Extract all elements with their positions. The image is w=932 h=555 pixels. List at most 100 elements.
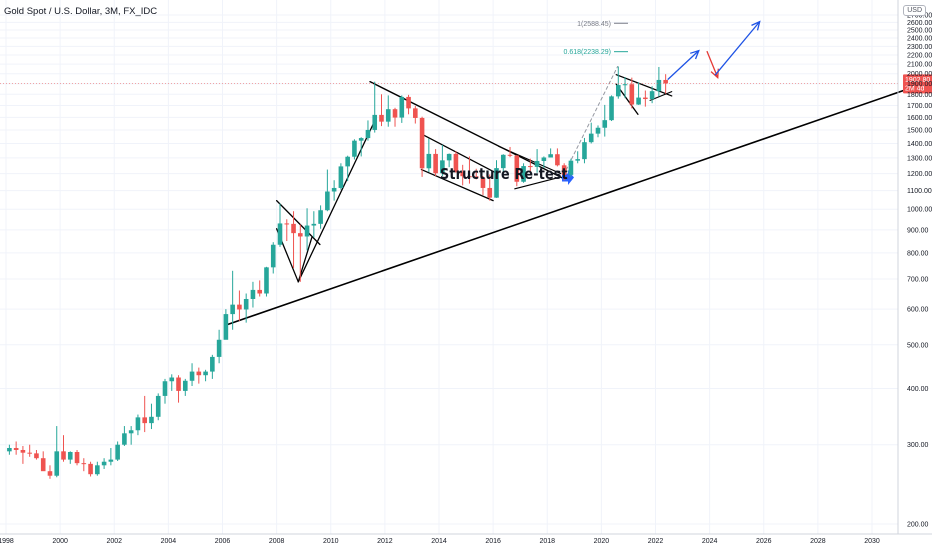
y-tick-label: 2200.00: [907, 53, 932, 60]
candle-body: [135, 417, 141, 431]
y-tick-label: 500.00: [907, 342, 929, 349]
candle: [595, 125, 601, 138]
candle-body: [568, 160, 574, 175]
candle-body: [40, 458, 46, 472]
candle-body: [311, 223, 317, 226]
candle-body: [27, 452, 32, 454]
y-tick-label: 1200.00: [907, 171, 932, 178]
candle: [345, 155, 350, 182]
currency-badge[interactable]: USD: [903, 5, 926, 16]
candle-body: [250, 289, 256, 299]
candle: [636, 82, 641, 105]
candle: [528, 158, 533, 172]
candle-body: [588, 133, 594, 143]
candle-body: [413, 108, 418, 118]
y-tick-label: 2000.00: [907, 71, 932, 78]
x-tick-label: 2006: [215, 538, 231, 545]
candle: [622, 77, 628, 99]
candle-body: [277, 223, 283, 245]
candle: [453, 151, 459, 173]
candle: [122, 426, 127, 447]
candle-body: [629, 84, 635, 105]
structure-retest-annotation[interactable]: Structure Re-test: [440, 165, 568, 183]
candle-body: [399, 96, 405, 118]
candle-body: [182, 380, 188, 391]
projection-up-arrow-2: [714, 21, 761, 76]
candle: [88, 461, 93, 477]
candle-body: [81, 463, 87, 465]
candle: [473, 168, 479, 180]
candle: [203, 369, 208, 382]
candle: [663, 74, 668, 94]
candle: [555, 148, 560, 167]
candle: [115, 441, 120, 462]
y-tick-label: 2500.00: [907, 28, 932, 35]
x-tick-label: 2026: [756, 538, 772, 545]
candle: [514, 154, 520, 187]
candle: [196, 367, 202, 384]
candle: [352, 139, 357, 160]
candle-body: [270, 244, 276, 268]
candle-body: [291, 223, 296, 234]
x-tick-label: 2012: [377, 538, 393, 545]
candle-body: [54, 451, 60, 476]
candle-body: [61, 451, 66, 460]
candle-body: [345, 156, 350, 167]
fib-anchor-dashed-line: [562, 65, 619, 176]
candle: [250, 281, 256, 308]
candle-body: [34, 453, 39, 459]
y-tick-label: 600.00: [907, 307, 929, 314]
candle: [460, 164, 465, 186]
candle-body: [196, 371, 202, 376]
candle: [54, 426, 60, 478]
y-tick-label: 300.00: [907, 442, 929, 449]
y-tick-label: 700.00: [907, 277, 929, 284]
candle: [413, 106, 418, 124]
candle: [223, 309, 229, 340]
candle: [331, 180, 337, 201]
candle: [257, 280, 263, 297]
candle: [318, 205, 323, 229]
y-tick-label: 800.00: [907, 250, 929, 257]
candle: [426, 138, 432, 172]
long-term-support-trendline: [227, 86, 914, 326]
y-tick-label: 1100.00: [907, 188, 932, 195]
candle-body: [47, 471, 53, 476]
y-tick-label: 2600.00: [907, 20, 932, 27]
candle: [365, 120, 371, 141]
fib-layer: 1(2588.45) 0.618(2238.29): [564, 21, 628, 56]
candle: [494, 160, 499, 198]
candle: [243, 293, 249, 323]
candle-body: [149, 416, 154, 424]
candle-body: [548, 154, 553, 158]
candle-body: [67, 452, 73, 460]
candle: [602, 104, 608, 137]
candle-body: [643, 97, 648, 100]
y-tick-label: 2400.00: [907, 36, 932, 43]
candle-body: [663, 79, 668, 84]
candle-body: [473, 176, 479, 179]
x-tick-label: 2014: [431, 538, 447, 545]
x-tick-label: 2004: [161, 538, 177, 545]
x-tick-label: 1998: [0, 538, 14, 545]
candle-body: [7, 447, 12, 452]
candle-body: [284, 223, 290, 225]
candle-body: [216, 339, 222, 357]
candle: [7, 444, 12, 455]
candle: [169, 374, 175, 391]
candle-body: [528, 166, 533, 168]
candle-body: [480, 178, 486, 188]
fib-level-label: 0.618(2238.29): [564, 49, 611, 56]
y-tick-label: 900.00: [907, 227, 929, 234]
candle: [548, 148, 553, 158]
candle-body: [507, 154, 513, 156]
candle: [270, 242, 276, 274]
y-tick-label: 1700.00: [907, 103, 932, 110]
candle-body: [115, 444, 120, 460]
candle-body: [88, 463, 93, 475]
candle-body: [541, 157, 547, 161]
candle-body: [494, 168, 499, 198]
y-tick-label: 2700.00: [907, 13, 932, 20]
